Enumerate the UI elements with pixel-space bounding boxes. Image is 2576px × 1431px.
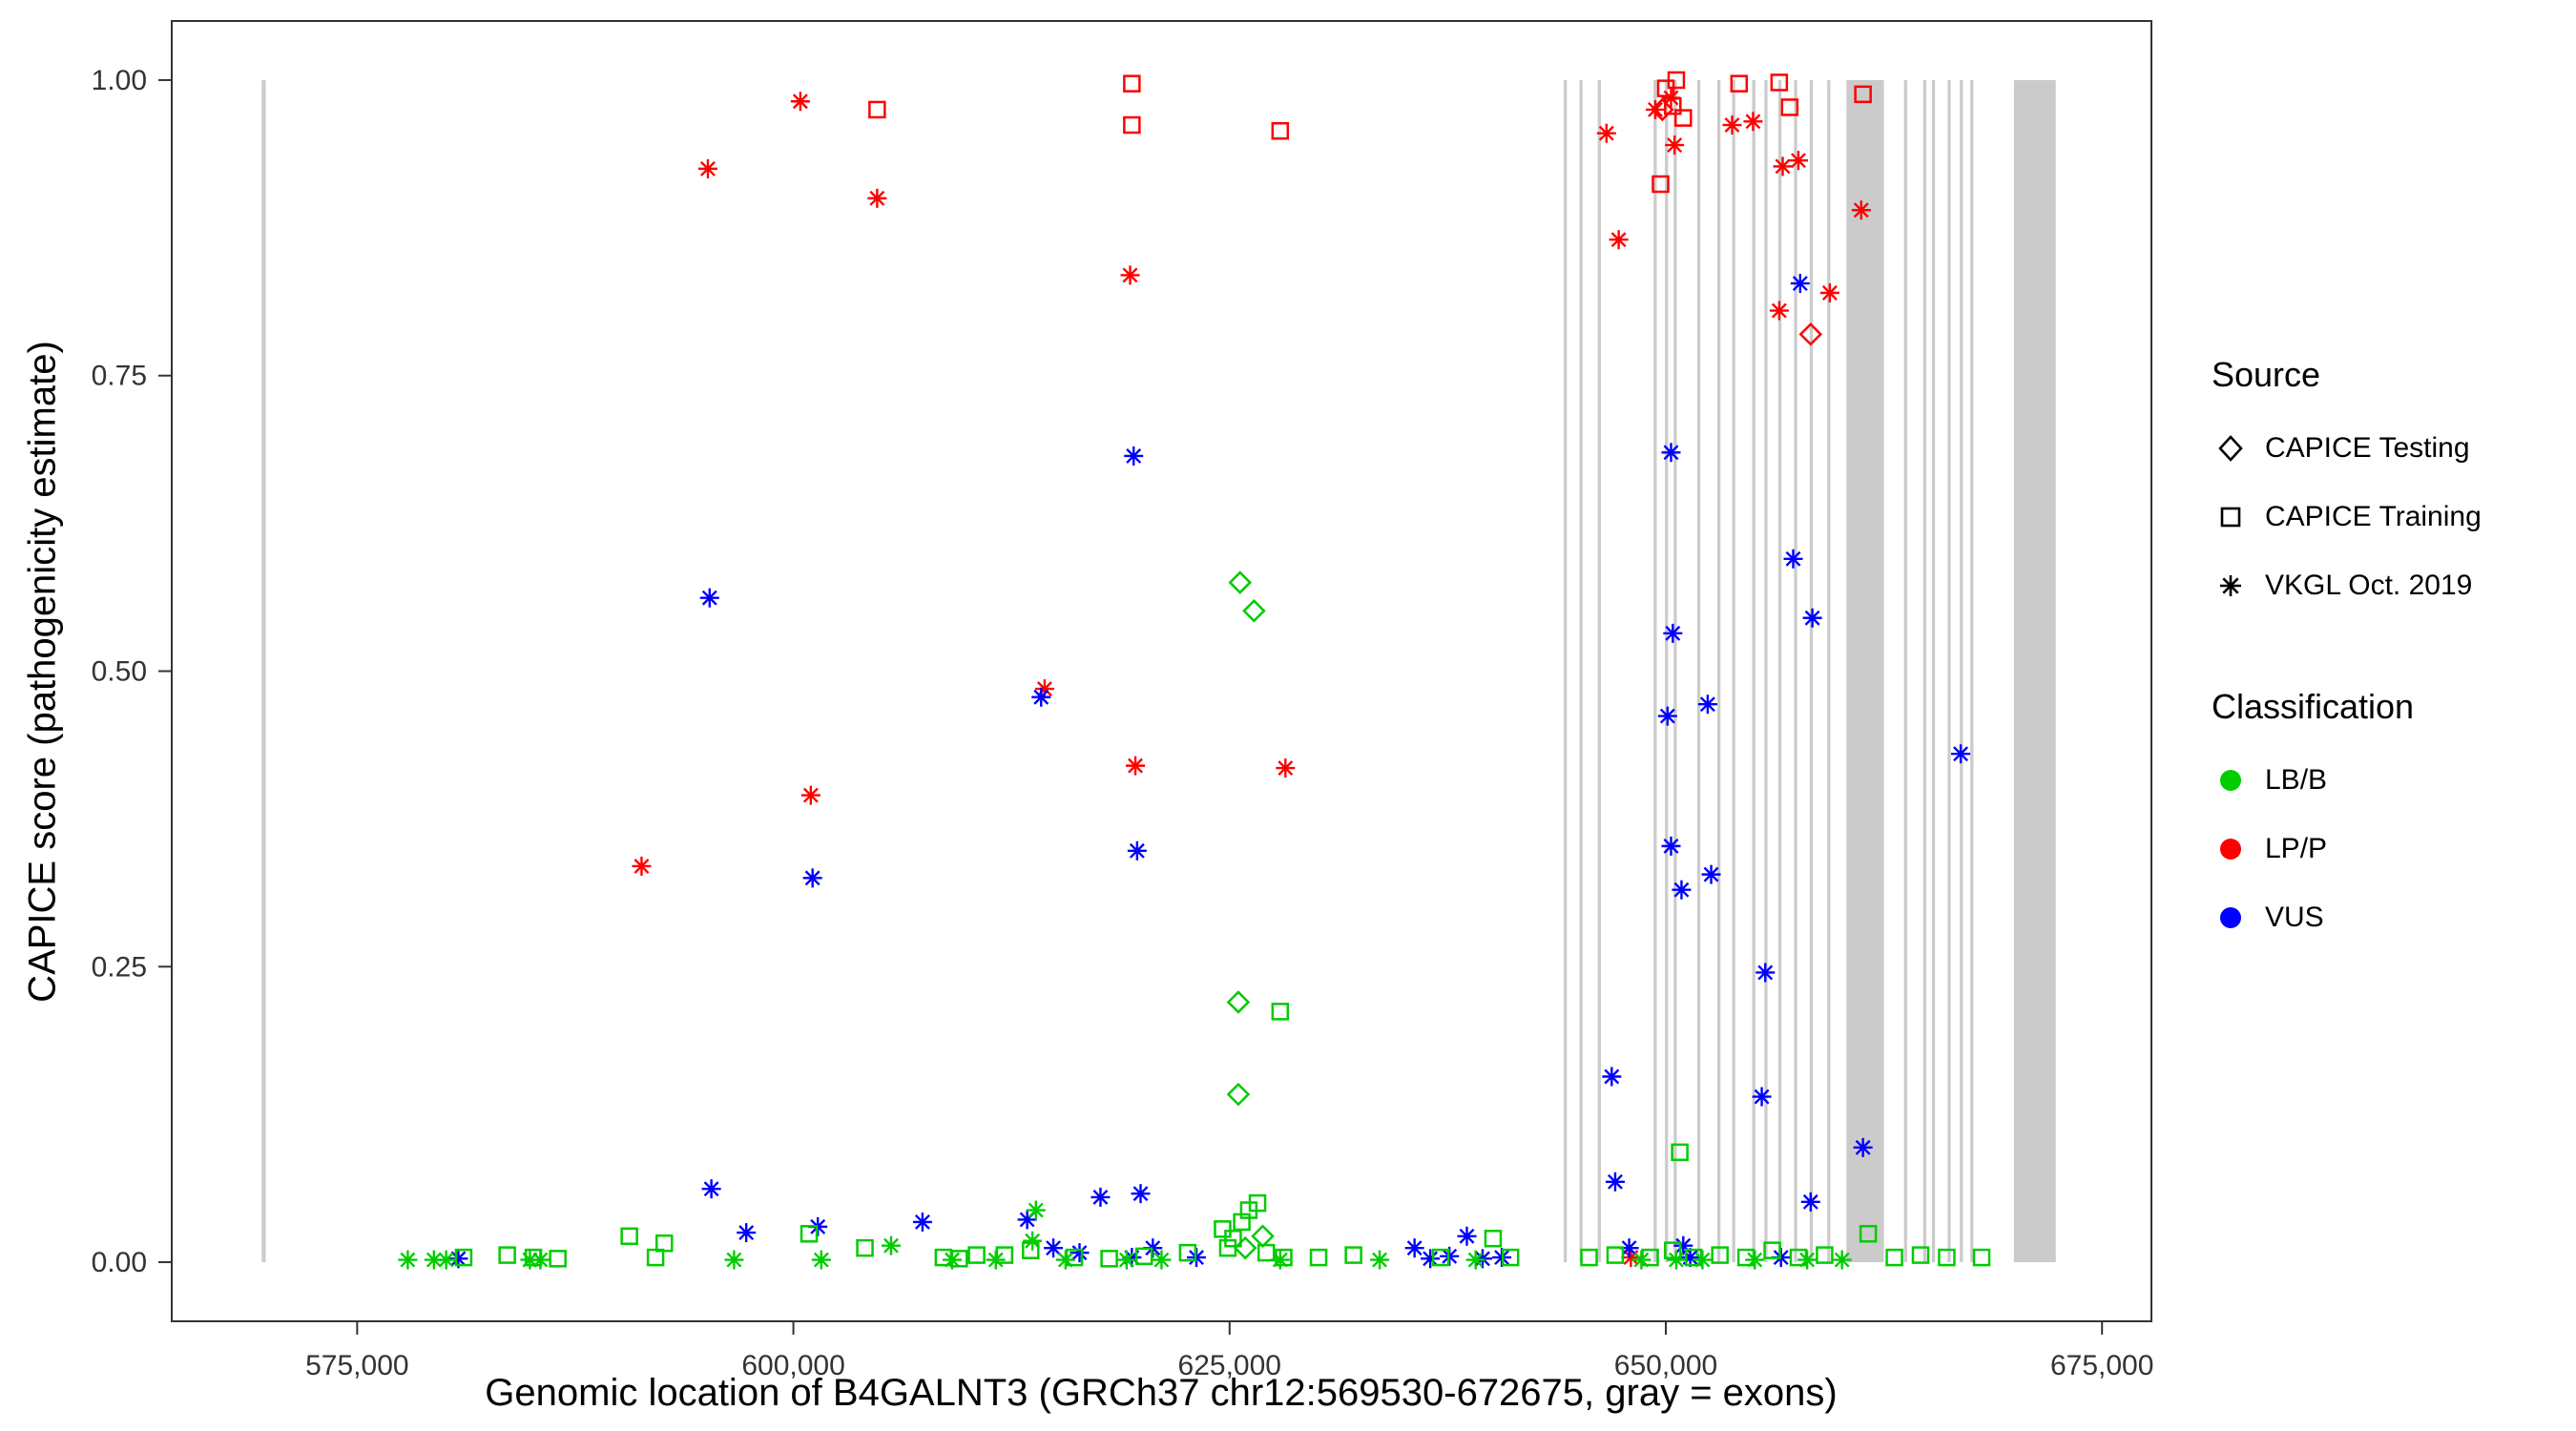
- legend-classification-group: Classification LB/B LP/P VUS: [2212, 687, 2482, 952]
- legend-item-capice-testing: CAPICE Testing: [2212, 414, 2482, 483]
- diamond-icon: [2218, 435, 2243, 462]
- legend-source-group: Source CAPICE Testing CAPICE Training: [2212, 355, 2482, 620]
- lbb-color-dot-icon: [2220, 770, 2241, 791]
- legend-item-label: LP/P: [2265, 833, 2328, 864]
- svg-text:1.00: 1.00: [92, 65, 147, 96]
- legend-item-label: CAPICE Testing: [2265, 432, 2470, 464]
- legend-item-label: VKGL Oct. 2019: [2265, 570, 2473, 601]
- legend-item-label: LB/B: [2265, 764, 2328, 796]
- square-icon: [2220, 507, 2241, 528]
- legend-item-vkgl: VKGL Oct. 2019: [2212, 551, 2482, 620]
- svg-text:625,000: 625,000: [1178, 1350, 1281, 1381]
- legend: Source CAPICE Testing CAPICE Training: [2212, 355, 2482, 1019]
- svg-text:0.50: 0.50: [92, 656, 147, 688]
- legend-item-lbb: LB/B: [2212, 746, 2482, 815]
- vus-color-dot-icon: [2220, 907, 2241, 928]
- svg-text:0.00: 0.00: [92, 1247, 147, 1278]
- legend-item-label: VUS: [2265, 902, 2324, 933]
- legend-item-vus: VUS: [2212, 883, 2482, 952]
- svg-text:650,000: 650,000: [1614, 1350, 1717, 1381]
- x-axis-title: Genomic location of B4GALNT3 (GRCh37 chr…: [485, 1372, 1838, 1414]
- legend-source-title: Source: [2212, 355, 2321, 394]
- svg-text:675,000: 675,000: [2050, 1350, 2153, 1381]
- asterisk-icon: [2220, 575, 2241, 596]
- legend-classification-title: Classification: [2212, 687, 2415, 726]
- svg-text:600,000: 600,000: [741, 1350, 844, 1381]
- legend-item-capice-training: CAPICE Training: [2212, 483, 2482, 551]
- legend-item-lpp: LP/P: [2212, 815, 2482, 883]
- svg-text:0.25: 0.25: [92, 951, 147, 983]
- svg-text:0.75: 0.75: [92, 361, 147, 392]
- y-axis-title: CAPICE score (pathogenicity estimate): [21, 341, 64, 1003]
- lpp-color-dot-icon: [2220, 839, 2241, 860]
- legend-item-label: CAPICE Training: [2265, 501, 2482, 532]
- svg-text:575,000: 575,000: [305, 1350, 408, 1381]
